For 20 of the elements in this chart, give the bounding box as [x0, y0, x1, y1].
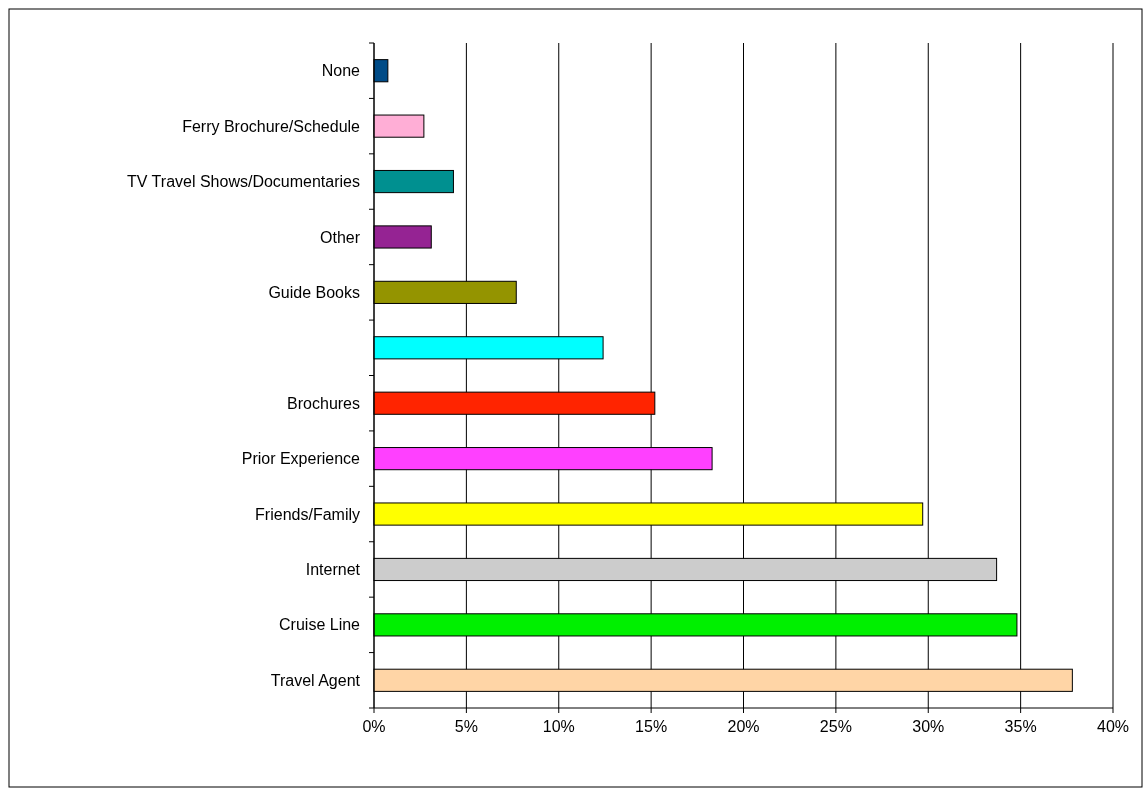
x-tick-label: 0%	[362, 718, 386, 735]
y-tick-label: None	[321, 62, 361, 80]
x-tick-label: 30%	[912, 718, 945, 735]
y-tick-label: TV Travel Shows/Documentaries	[127, 173, 360, 191]
x-tick-label: 40%	[1096, 718, 1130, 735]
y-tick-label: Guide Books	[268, 283, 360, 301]
x-tick-label: 25%	[819, 718, 852, 735]
y-tick-label: Ferry Brochure/Schedule	[182, 117, 361, 135]
x-tick-label: 5%	[454, 718, 478, 735]
y-tick-label: Travel Agent	[270, 671, 361, 689]
y-tick-label: Friends/Family	[255, 505, 360, 523]
x-tick-label: 15%	[635, 718, 668, 735]
x-tick-label: 35%	[1004, 718, 1037, 735]
y-tick-label: Prior Experience	[241, 450, 361, 468]
x-tick-label: 20%	[727, 718, 760, 735]
y-tick-label: Cruise Line	[279, 616, 361, 634]
y-tick-label: Brochures	[287, 394, 360, 412]
x-tick-label: 10%	[542, 718, 575, 735]
y-tick-label: Internet	[305, 561, 361, 579]
y-tick-label: Other	[319, 228, 361, 246]
